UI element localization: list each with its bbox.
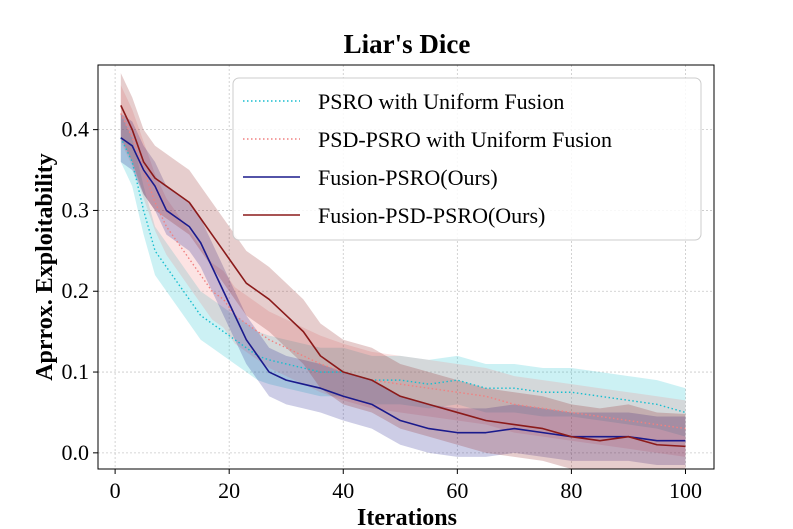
line-series-2 [120, 113, 686, 430]
band-series-1 [120, 113, 686, 437]
line-series-4 [120, 105, 686, 448]
series-lines [120, 105, 686, 448]
legend-box [232, 77, 702, 241]
band-series-3 [120, 113, 686, 465]
line-series-3 [120, 137, 686, 442]
plot-frame [97, 64, 715, 470]
y-tick-label: 0.0 [62, 440, 90, 465]
y-tick-label: 0.3 [62, 197, 90, 222]
x-tick-label: 80 [560, 478, 582, 503]
legend-label-2: PSD-PSRO with Uniform Fusion [318, 127, 612, 152]
band-series-2 [120, 85, 686, 457]
legend: PSRO with Uniform Fusion PSD-PSRO with Un… [232, 77, 702, 241]
y-tick-label: 0.1 [62, 359, 90, 384]
x-axis-label: Iterations [357, 505, 457, 529]
y-tick-label: 0.4 [62, 117, 90, 142]
x-tick-label: 100 [669, 478, 702, 503]
x-tick-label: 0 [110, 478, 121, 503]
legend-label-1: PSRO with Uniform Fusion [318, 89, 564, 114]
axis-ticks: 0 20 40 60 80 100 0.0 0.1 0.2 0.3 0.4 [62, 117, 702, 503]
legend-label-4: Fusion-PSD-PSRO(Ours) [318, 203, 545, 228]
x-tick-label: 60 [446, 478, 468, 503]
x-tick-label: 40 [332, 478, 354, 503]
y-axis-label: Aprrox. Exploitability [32, 153, 58, 381]
x-tick-label: 20 [218, 478, 240, 503]
confidence-bands [120, 73, 686, 469]
chart-title: Liar's Dice [344, 29, 471, 59]
y-tick-label: 0.2 [62, 278, 90, 303]
legend-label-3: Fusion-PSRO(Ours) [318, 165, 498, 190]
band-series-4 [120, 73, 686, 469]
